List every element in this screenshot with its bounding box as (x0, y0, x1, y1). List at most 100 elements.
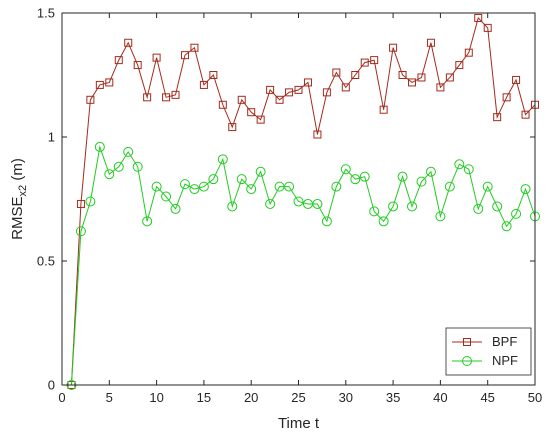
data-point-npf (236, 174, 247, 185)
data-point-npf (75, 226, 86, 237)
data-point-bpf (417, 73, 426, 82)
data-point-npf (227, 201, 238, 212)
data-point-npf (312, 198, 323, 209)
data-point-bpf (445, 73, 454, 82)
data-point-bpf (275, 95, 284, 104)
y-axis-label: RMSEx2 (m) (9, 158, 29, 240)
data-point-npf (454, 159, 465, 170)
x-tick-label: 45 (480, 390, 494, 405)
data-point-bpf (124, 38, 133, 47)
data-point-bpf (294, 85, 303, 94)
data-point-bpf (455, 61, 464, 70)
data-point-bpf (502, 93, 511, 102)
data-point-bpf (512, 75, 521, 84)
data-point-npf (161, 191, 172, 202)
x-tick-label: 20 (244, 390, 258, 405)
data-point-npf (388, 201, 399, 212)
data-point-bpf (493, 113, 502, 122)
x-axis-label: Time t (278, 415, 320, 432)
data-point-bpf (95, 80, 104, 89)
data-point-npf (293, 196, 304, 207)
data-point-bpf (474, 13, 483, 22)
data-point-npf (350, 174, 361, 185)
data-point-bpf (228, 123, 237, 132)
legend-label-npf: NPF (492, 353, 518, 368)
x-tick-label: 15 (197, 390, 211, 405)
data-point-npf (321, 216, 332, 227)
data-point-npf (369, 206, 380, 217)
data-point-bpf (105, 78, 114, 87)
series-line-bpf (70, 16, 536, 386)
data-point-npf (511, 208, 522, 219)
data-point-npf (340, 164, 351, 175)
data-point-bpf (86, 95, 95, 104)
y-tick-label: 0.5 (37, 254, 55, 269)
x-tick-label: 50 (528, 390, 542, 405)
legend-marker-bpf (463, 338, 471, 346)
data-point-bpf (408, 78, 417, 87)
data-point-npf (359, 171, 370, 182)
data-point-npf (113, 161, 124, 172)
y-tick-label: 0 (48, 378, 55, 393)
data-point-bpf (199, 80, 208, 89)
data-point-bpf (341, 83, 350, 92)
data-point-npf (473, 203, 484, 214)
data-point-npf (492, 201, 503, 212)
data-point-npf (425, 166, 436, 177)
y-axis-label-main: RMSE (9, 196, 26, 239)
y-tick-label: 1 (48, 130, 55, 145)
data-point-npf (378, 216, 389, 227)
data-point-npf (132, 161, 143, 172)
data-point-bpf (332, 68, 341, 77)
legend-label-bpf: BPF (492, 334, 517, 349)
data-point-bpf (143, 93, 152, 102)
data-point-npf (170, 203, 181, 214)
data-point-npf (444, 181, 455, 192)
data-point-bpf (351, 71, 360, 79)
data-point-bpf (162, 93, 171, 102)
data-point-bpf (360, 58, 369, 67)
data-point-npf (189, 184, 200, 195)
data-point-bpf (313, 130, 322, 139)
data-point-bpf (285, 88, 294, 97)
y-tick-label: 1.5 (37, 6, 55, 21)
data-point-npf (416, 176, 427, 187)
data-point-bpf (464, 48, 473, 57)
tick-layer: 0 5 10 15 20 25 30 35 40 45 50 0 0.5 1 1.5 (37, 6, 542, 406)
data-point-bpf (152, 53, 161, 62)
y-axis-label-subscript: x2 (17, 185, 29, 197)
data-point-npf (482, 181, 493, 192)
data-point-npf (520, 184, 531, 195)
data-point-npf (179, 179, 190, 190)
data-point-npf (255, 166, 266, 177)
data-point-npf (463, 164, 474, 175)
data-point-bpf (114, 56, 123, 65)
data-point-bpf (247, 108, 256, 117)
legend-marker-npf (462, 356, 472, 366)
data-point-bpf (266, 85, 275, 94)
data-point-npf (331, 181, 342, 192)
data-point-bpf (190, 43, 199, 52)
data-point-npf (284, 181, 295, 192)
data-point-npf (397, 171, 408, 182)
data-point-bpf (389, 43, 398, 52)
data-point-bpf (436, 83, 445, 92)
x-tick-label: 25 (291, 390, 305, 405)
data-point-bpf (256, 115, 265, 124)
data-point-bpf (180, 51, 189, 60)
data-point-npf (217, 154, 228, 165)
data-point-bpf (483, 23, 492, 32)
series-bpf (67, 13, 539, 389)
data-point-bpf (398, 71, 407, 79)
data-point-bpf (379, 105, 388, 114)
data-point-bpf (171, 90, 180, 99)
data-point-bpf (209, 71, 218, 79)
data-point-npf (208, 174, 219, 185)
svg-text:RMSEx2 (m): RMSEx2 (m) (9, 158, 29, 240)
data-point-bpf (237, 95, 246, 104)
data-point-npf (142, 216, 153, 227)
legend-box (445, 327, 532, 376)
data-point-npf (104, 169, 115, 180)
x-tick-label: 0 (58, 390, 65, 405)
